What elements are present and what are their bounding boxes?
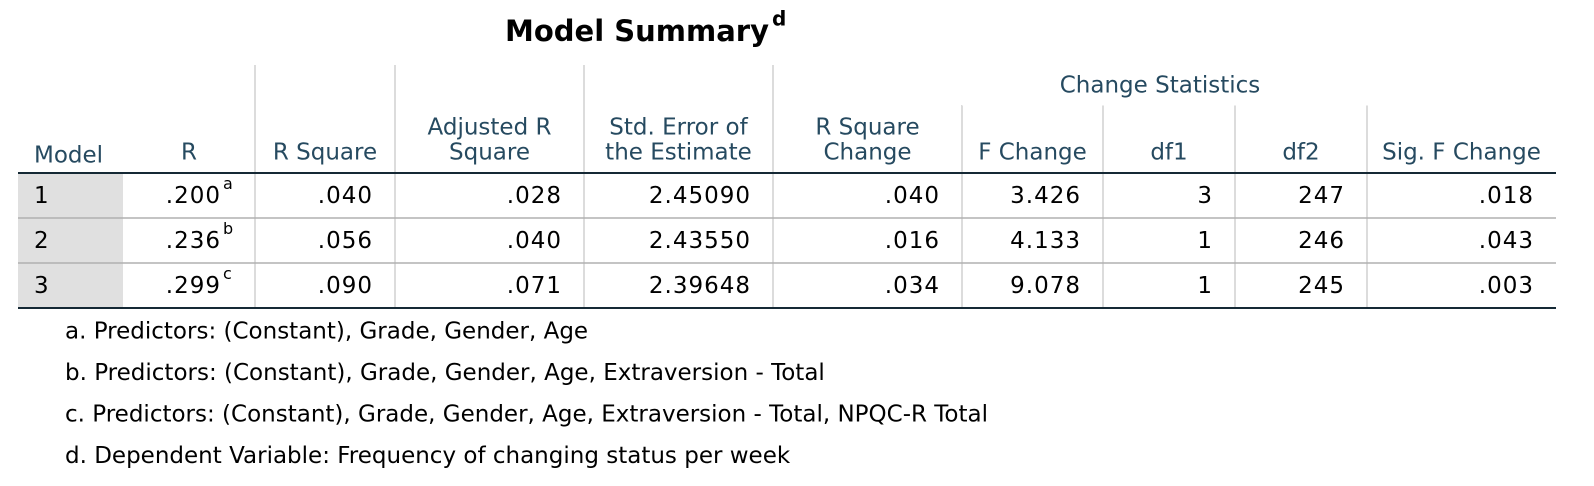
table-title: Model Summary <box>505 14 769 48</box>
footnote: c. Predictors: (Constant), Grade, Gender… <box>65 402 988 428</box>
data-cell: .028 <box>507 183 562 209</box>
column-header: F Change <box>978 140 1087 166</box>
data-cell: 9.078 <box>1010 273 1081 299</box>
group-header: Change Statistics <box>1060 73 1261 99</box>
column-header: Sig. F Change <box>1382 140 1541 166</box>
r-footnote-marker: c <box>223 264 232 283</box>
r-cell: .200 <box>166 183 221 209</box>
data-cell: .040 <box>318 183 373 209</box>
data-cell: 246 <box>1298 228 1345 254</box>
data-cell: .040 <box>507 228 562 254</box>
data-cell: 3 <box>1197 183 1213 209</box>
footnote: d. Dependent Variable: Frequency of chan… <box>65 443 791 469</box>
data-cell: 3.426 <box>1010 183 1081 209</box>
model-cell: 3 <box>34 273 49 299</box>
data-cell: .043 <box>1479 228 1534 254</box>
r-footnote-marker: a <box>223 174 233 193</box>
column-header: Square <box>449 140 530 166</box>
column-header: Model <box>34 143 103 169</box>
data-cell: 2.45090 <box>649 183 751 209</box>
data-cell: .056 <box>318 228 373 254</box>
data-cell: .071 <box>507 273 562 299</box>
data-cell: 1 <box>1197 228 1213 254</box>
r-cell: .236 <box>166 228 221 254</box>
r-footnote-marker: b <box>223 219 233 238</box>
column-header: df1 <box>1150 140 1187 166</box>
model-cell: 1 <box>34 183 49 209</box>
r-cell: .299 <box>166 273 221 299</box>
footnote: a. Predictors: (Constant), Grade, Gender… <box>65 319 588 345</box>
footnote: b. Predictors: (Constant), Grade, Gender… <box>65 360 825 386</box>
data-cell: 2.43550 <box>649 228 751 254</box>
title-superscript: d <box>772 7 786 31</box>
data-cell: 245 <box>1298 273 1345 299</box>
column-header: Adjusted R <box>428 115 552 141</box>
column-header: df2 <box>1282 140 1319 166</box>
column-header: the Estimate <box>605 140 752 166</box>
column-header: R <box>181 140 197 166</box>
data-cell: .034 <box>885 273 940 299</box>
model-column-background <box>18 173 123 308</box>
data-cell: 1 <box>1197 273 1213 299</box>
data-cell: 247 <box>1298 183 1345 209</box>
data-cell: 4.133 <box>1010 228 1081 254</box>
data-cell: .040 <box>885 183 940 209</box>
column-header: Change <box>823 140 911 166</box>
column-header: R Square <box>273 140 377 166</box>
data-cell: .090 <box>318 273 373 299</box>
model-cell: 2 <box>34 228 49 254</box>
column-header: R Square <box>815 115 919 141</box>
data-cell: 2.39648 <box>649 273 751 299</box>
data-cell: .003 <box>1479 273 1534 299</box>
column-header: Std. Error of <box>609 115 748 141</box>
data-cell: .018 <box>1479 183 1534 209</box>
data-cell: .016 <box>885 228 940 254</box>
